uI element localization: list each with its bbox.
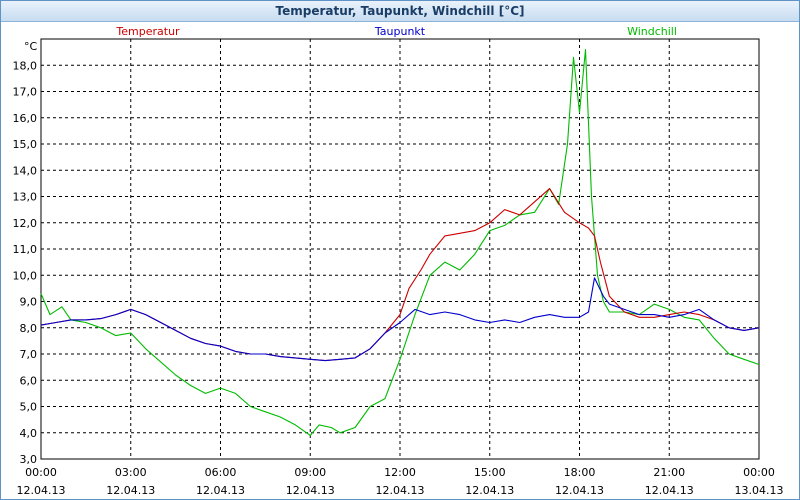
x-tick-time-label: 15:00 [474, 466, 506, 479]
x-tick-date-label: 12.04.13 [106, 484, 155, 497]
x-tick-time-label: 06:00 [205, 466, 237, 479]
y-tick-label: 17,0 [13, 86, 38, 99]
series-line-taupunkt [40, 277, 760, 362]
legend: Temperatur Taupunkt Windchill [115, 25, 677, 38]
y-tick-label: 3,0 [20, 453, 38, 466]
y-tick-label: 18,0 [13, 59, 38, 72]
x-tick-time-label: 03:00 [115, 466, 147, 479]
x-tick-time-label: 21:00 [653, 466, 685, 479]
grid [41, 39, 759, 459]
x-axis-ticks: 00:00 12.04.13 03:00 12.04.13 06:00 12.04.13 0… [17, 466, 784, 497]
legend-entry-temperatur: Temperatur [115, 25, 180, 38]
y-tick-label: 11,0 [13, 243, 38, 256]
x-tick-date-label: 13.04.13 [735, 484, 784, 497]
legend-entry-taupunkt: Taupunkt [374, 25, 426, 38]
y-tick-label: 14,0 [13, 164, 38, 177]
y-tick-label: 13,0 [13, 191, 38, 204]
x-tick-date-label: 12.04.13 [286, 484, 335, 497]
y-axis-unit: °C [24, 40, 38, 53]
y-tick-label: 16,0 [13, 112, 38, 125]
x-tick-date-label: 12.04.13 [17, 484, 66, 497]
x-tick-date-label: 12.04.13 [645, 484, 694, 497]
series [40, 48, 760, 436]
y-tick-label: 10,0 [13, 269, 38, 282]
y-tick-label: 12,0 [13, 217, 38, 230]
x-tick-time-label: 18:00 [564, 466, 596, 479]
y-tick-label: 9,0 [20, 296, 38, 309]
y-tick-label: 15,0 [13, 138, 38, 151]
y-tick-label: 6,0 [20, 374, 38, 387]
x-tick-time-label: 00:00 [743, 466, 775, 479]
y-tick-label: 7,0 [20, 348, 38, 361]
x-tick-date-label: 12.04.13 [465, 484, 514, 497]
y-tick-label: 8,0 [20, 322, 38, 335]
series-line-windchill [40, 48, 760, 436]
y-tick-label: 4,0 [20, 427, 38, 440]
x-tick-time-label: 00:00 [25, 466, 57, 479]
y-axis-ticks: 3,0 4,0 5,0 6,0 7,0 8,0 9,0 10,0 11,0 12,0 13,0 14,… [13, 59, 38, 466]
x-tick-date-label: 12.04.13 [196, 484, 245, 497]
x-tick-time-label: 12:00 [384, 466, 416, 479]
x-tick-date-label: 12.04.13 [376, 484, 425, 497]
x-tick-date-label: 12.04.13 [555, 484, 604, 497]
legend-entry-windchill: Windchill [627, 25, 677, 38]
x-tick-time-label: 09:00 [294, 466, 326, 479]
y-tick-label: 5,0 [20, 401, 38, 414]
window-title: Temperatur, Taupunkt, Windchill [°C] [1, 1, 799, 22]
